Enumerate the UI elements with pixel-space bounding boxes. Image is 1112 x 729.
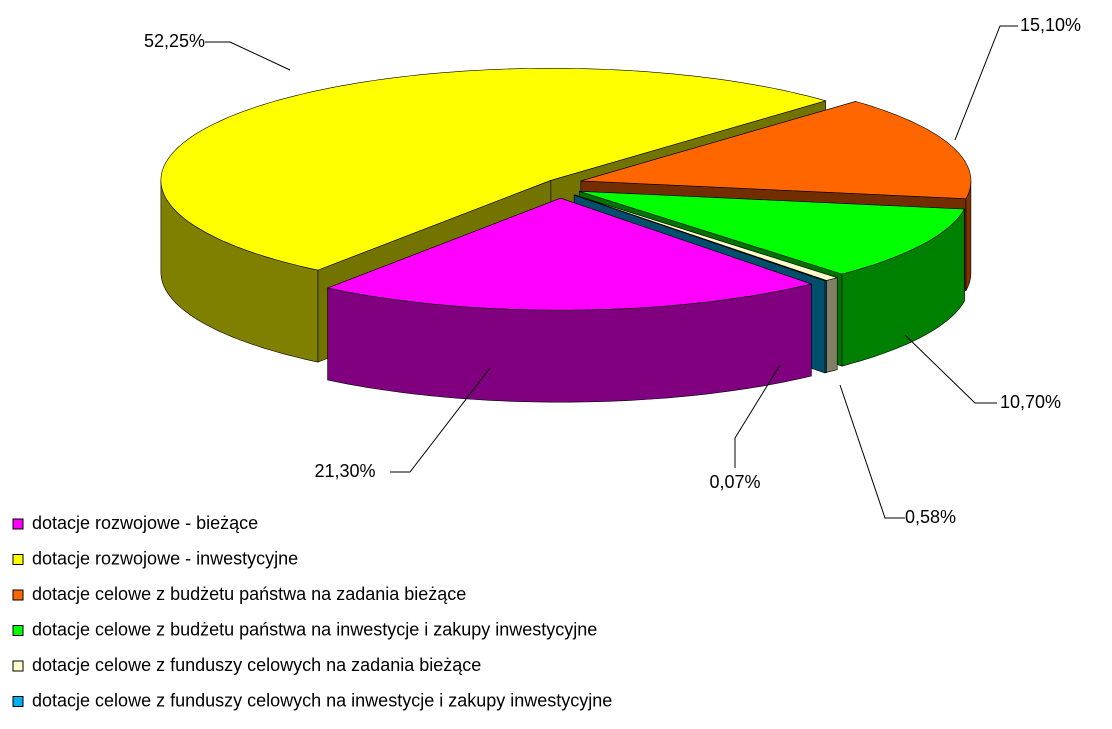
slice-top xyxy=(326,197,813,311)
legend-label: dotacje rozwojowe - bieżące xyxy=(32,513,258,533)
data-label: 10,70% xyxy=(1000,392,1061,412)
slice-side xyxy=(824,280,827,374)
legend-swatch xyxy=(12,625,24,636)
legend-swatch xyxy=(12,696,24,707)
legend-swatch xyxy=(12,589,24,601)
data-label: 0,07% xyxy=(709,472,760,492)
data-label: 52,25% xyxy=(144,31,205,51)
legend-swatch xyxy=(12,554,24,565)
data-label: 21,30% xyxy=(314,461,375,481)
leader-line xyxy=(954,25,1018,141)
legend-label: dotacje celowe z budżetu państwa na inwe… xyxy=(32,619,597,639)
legend-swatch xyxy=(12,660,24,672)
leader-line xyxy=(205,41,291,71)
data-label: 0,58% xyxy=(905,507,956,527)
data-label: 15,10% xyxy=(1020,15,1081,35)
slice-top xyxy=(160,68,827,271)
legend-label: dotacje celowe z funduszy celowych na za… xyxy=(32,655,481,675)
slice-top xyxy=(580,101,972,200)
legend-label: dotacje rozwojowe - inwestycyjne xyxy=(32,548,298,568)
slice-top xyxy=(574,194,827,282)
legend-swatch xyxy=(12,518,24,530)
leader-line xyxy=(390,367,491,473)
slice xyxy=(326,197,813,403)
leader-line xyxy=(734,364,781,468)
leader-line xyxy=(904,334,997,404)
slice-top xyxy=(579,191,965,275)
legend-label: dotacje celowe z budżetu państwa na zada… xyxy=(32,584,466,604)
slice-side xyxy=(826,277,838,373)
legend-label: dotacje celowe z funduszy celowych na in… xyxy=(32,690,612,710)
leader-line xyxy=(839,384,905,519)
